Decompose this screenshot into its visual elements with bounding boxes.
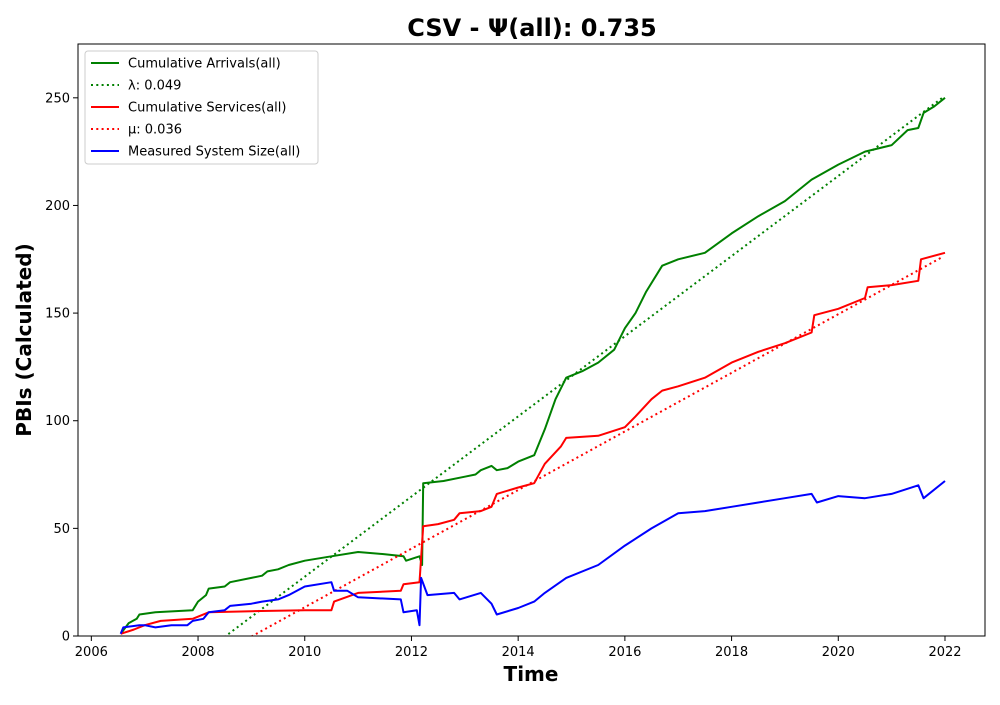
x-tick-label: 2006 — [75, 645, 108, 660]
plot-area — [119, 97, 946, 636]
x-tick-label: 2012 — [395, 645, 428, 660]
y-tick-label: 200 — [45, 199, 70, 214]
y-tick-label: 0 — [62, 630, 70, 645]
x-tick-label: 2010 — [288, 645, 321, 660]
legend-label-2: Cumulative Services(all) — [128, 101, 286, 116]
x-tick-label: 2020 — [822, 645, 855, 660]
series-line-0 — [119, 97, 946, 635]
legend: Cumulative Arrivals(all) λ: 0.049 Cumulati… — [84, 50, 319, 165]
y-tick-label: 250 — [45, 91, 70, 106]
series-line-1 — [224, 97, 943, 636]
x-tick-label: 2018 — [715, 645, 748, 660]
x-tick-label: 2008 — [181, 645, 214, 660]
x-axis: 2006 2008 2010 2012 2014 2016 2018 2020 2022 — [75, 636, 962, 660]
x-tick-label: 2022 — [928, 645, 961, 660]
y-tick-label: 50 — [53, 522, 70, 537]
y-tick-label: 150 — [45, 307, 70, 322]
y-axis-title: PBIs (Calculated) — [12, 243, 36, 436]
x-tick-label: 2016 — [608, 645, 641, 660]
series-line-2 — [120, 251, 946, 635]
series-line-3 — [250, 256, 943, 636]
legend-label-0: Cumulative Arrivals(all) — [128, 57, 281, 72]
series-line-4 — [119, 480, 946, 635]
legend-label-1: λ: 0.049 — [128, 79, 181, 94]
plot-frame — [77, 43, 986, 637]
legend-label-3: μ: 0.036 — [128, 123, 182, 138]
x-axis-title: Time — [504, 662, 559, 686]
legend-label-4: Measured System Size(all) — [128, 145, 300, 160]
y-axis: 0 50 100 150 200 250 — [45, 91, 78, 645]
chart-title: CSV - Ψ(all): 0.735 — [407, 14, 656, 42]
y-tick-label: 100 — [45, 414, 70, 429]
legend-box — [84, 50, 319, 165]
x-tick-label: 2014 — [502, 645, 535, 660]
